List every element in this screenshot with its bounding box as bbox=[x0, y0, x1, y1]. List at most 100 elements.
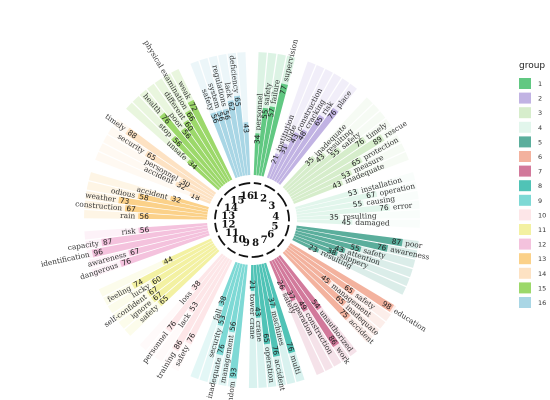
value-label: 37 bbox=[266, 297, 277, 309]
bar-g14-4 bbox=[125, 127, 217, 195]
legend-swatch bbox=[519, 297, 531, 308]
word-label: education bbox=[392, 306, 428, 333]
bar-g10-3 bbox=[165, 255, 226, 333]
legend-label: 8 bbox=[538, 182, 542, 190]
bar-g13-2 bbox=[118, 196, 208, 215]
bar-g6-4 bbox=[282, 251, 351, 321]
word-label: safety bbox=[261, 82, 273, 106]
bar-g15-6 bbox=[187, 99, 233, 181]
group-arc bbox=[253, 182, 262, 186]
bar-g10-1 bbox=[171, 258, 231, 352]
legend-swatch bbox=[519, 165, 531, 177]
value-label: 56 bbox=[139, 212, 149, 221]
value-label: 67 bbox=[129, 246, 141, 257]
group-number: 15 bbox=[231, 195, 245, 206]
bar-g7-1 bbox=[276, 256, 340, 348]
word-label: operation bbox=[263, 346, 276, 383]
word-label: rain bbox=[120, 211, 136, 221]
bar-g12-0 bbox=[119, 233, 210, 268]
bar-track bbox=[248, 264, 258, 388]
bar-g1-0 bbox=[253, 133, 260, 176]
group-arc bbox=[214, 209, 218, 220]
legend-swatch bbox=[519, 224, 531, 235]
value-label: 55 bbox=[349, 242, 361, 253]
bar-g9-2 bbox=[216, 263, 243, 356]
bar-g15-1 bbox=[171, 135, 222, 189]
group-number: 16 bbox=[240, 191, 254, 202]
bar-g11-0 bbox=[157, 249, 220, 307]
group-number: 4 bbox=[272, 212, 279, 223]
bar-g8-0 bbox=[263, 262, 296, 354]
bar-g15-2 bbox=[159, 112, 224, 187]
bar-g9-0 bbox=[228, 264, 248, 379]
bar-g3-3 bbox=[287, 136, 367, 195]
bar-g8-1 bbox=[261, 263, 276, 309]
bar-g8-5 bbox=[250, 264, 255, 291]
group-arc bbox=[251, 254, 264, 258]
group-arc bbox=[284, 224, 290, 237]
bar-g10-0 bbox=[185, 259, 233, 345]
value-label: 35 bbox=[329, 212, 339, 221]
legend-label: 5 bbox=[538, 138, 542, 146]
value-label: 55 bbox=[352, 199, 363, 209]
group-number: 10 bbox=[232, 234, 246, 245]
bar-g11-4 bbox=[131, 240, 214, 289]
value-label: 43 bbox=[253, 307, 263, 317]
group-number: 9 bbox=[243, 238, 250, 249]
value-label: 76 bbox=[270, 345, 281, 356]
bar-g7-0 bbox=[278, 255, 322, 311]
bar-g4-3 bbox=[296, 203, 391, 217]
value-label: 65 bbox=[350, 156, 363, 169]
bar-g3-6 bbox=[292, 169, 353, 202]
bar-g3-7 bbox=[293, 180, 344, 204]
bar-g13-3 bbox=[137, 193, 209, 212]
bar-g2-0 bbox=[266, 153, 279, 179]
legend-swatch bbox=[519, 194, 531, 206]
word-label: causing bbox=[366, 194, 396, 207]
legend-label: 12 bbox=[538, 241, 546, 249]
word-label: random bbox=[224, 381, 236, 400]
value-label: 56 bbox=[228, 320, 239, 331]
bar-g2-3 bbox=[273, 129, 308, 182]
bar-g8-2 bbox=[258, 264, 280, 357]
bar-g2-4 bbox=[276, 114, 325, 184]
legend-swatch bbox=[519, 238, 531, 250]
bar-g15-5 bbox=[184, 109, 231, 182]
bar-g2-1 bbox=[269, 143, 288, 180]
bar-g5-2 bbox=[295, 230, 362, 253]
bar-g15-0 bbox=[186, 159, 220, 191]
group-number: 5 bbox=[271, 221, 278, 232]
value-label: 98 bbox=[380, 299, 393, 312]
bar-g5-4 bbox=[293, 235, 339, 257]
bar-g14-2 bbox=[179, 178, 214, 200]
bar-g12-2 bbox=[91, 228, 209, 258]
group-arc bbox=[264, 184, 276, 192]
value-label: 43 bbox=[241, 123, 251, 133]
legend-label: 15 bbox=[538, 284, 546, 292]
bar-g4-5 bbox=[296, 219, 353, 225]
bar-g11-3 bbox=[150, 243, 215, 286]
legend-swatch bbox=[519, 107, 531, 119]
value-label: 73 bbox=[119, 196, 130, 206]
bar-g3-0 bbox=[282, 155, 316, 189]
bar-g5-5 bbox=[292, 238, 320, 253]
legend-swatch bbox=[519, 282, 531, 294]
bar-g10-2 bbox=[188, 256, 228, 313]
value-label: 21 bbox=[269, 153, 281, 165]
bar-g6-3 bbox=[284, 249, 347, 307]
bar-g2-2 bbox=[271, 131, 300, 181]
bar-g3-5 bbox=[290, 156, 363, 200]
legend-swatch bbox=[519, 92, 531, 104]
value-label: 26 bbox=[275, 279, 287, 292]
group-arc bbox=[223, 186, 236, 196]
value-label: 23 bbox=[307, 242, 320, 254]
group-arc bbox=[238, 253, 249, 258]
bar-g3-1 bbox=[284, 152, 327, 191]
value-label: 58 bbox=[138, 192, 149, 203]
group-number: 8 bbox=[252, 238, 259, 249]
bar-g2-5 bbox=[278, 107, 339, 185]
legend-swatch bbox=[519, 136, 531, 148]
value-label: 93 bbox=[228, 367, 238, 378]
